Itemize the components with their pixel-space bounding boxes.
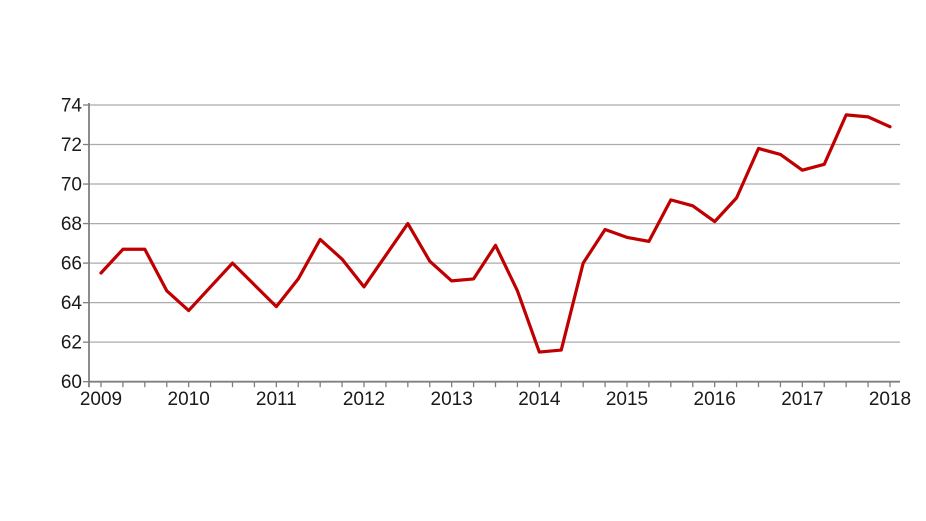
y-axis-tick-label: 70 <box>61 175 82 196</box>
y-axis-tick-label: 62 <box>61 333 82 354</box>
x-axis-year-label: 2010 <box>168 389 210 410</box>
y-axis-tick-label: 72 <box>61 135 82 156</box>
x-axis-year-label: 2013 <box>431 389 473 410</box>
x-axis-year-label: 2009 <box>80 389 122 410</box>
x-axis-year-label: 2015 <box>606 389 648 410</box>
x-axis-year-label: 2018 <box>869 389 911 410</box>
x-axis-year-label: 2016 <box>694 389 736 410</box>
data-line <box>99 113 892 354</box>
y-axis-tick-label: 66 <box>61 254 82 275</box>
y-axis-tick-label: 74 <box>61 96 83 117</box>
x-axis-year-label: 2014 <box>518 389 561 410</box>
x-axis-year-label: 2012 <box>343 389 385 410</box>
y-axis-tick-label: 68 <box>61 214 82 235</box>
x-axis-year-label: 2017 <box>781 389 823 410</box>
y-axis-tick-label: 64 <box>61 293 83 314</box>
x-axis-year-label: 2011 <box>256 389 297 410</box>
y-axis-tick-label: 60 <box>61 372 82 393</box>
